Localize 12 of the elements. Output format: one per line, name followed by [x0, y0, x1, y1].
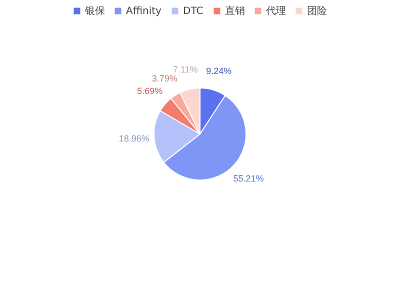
legend-label: 直销 [225, 5, 245, 17]
legend-label: Affinity [126, 6, 162, 17]
data-label: 5.69% [137, 86, 163, 96]
legend-label: 团险 [307, 5, 327, 17]
data-label: 7.11% [172, 64, 198, 75]
data-label: 9.24% [206, 66, 232, 76]
legend-label: DTC [183, 6, 204, 17]
data-label: 3.79% [152, 73, 178, 84]
legend-label: 代理 [265, 6, 286, 17]
data-label: 18.96% [118, 133, 150, 144]
data-label: 55.21% [233, 174, 264, 184]
legend-label: 银保 [84, 6, 105, 17]
